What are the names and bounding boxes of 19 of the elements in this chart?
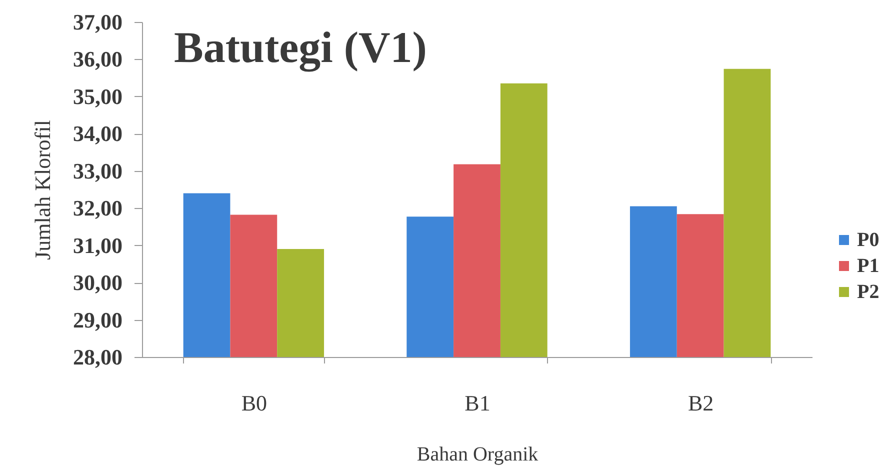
y-tick-label: 30,00 (73, 270, 122, 296)
y-tick-label: 33,00 (73, 158, 122, 184)
legend-label: P2 (857, 281, 880, 303)
y-tick-label: 36,00 (73, 46, 122, 72)
x-tick-label: B2 (688, 390, 714, 416)
y-tick-label: 32,00 (73, 196, 122, 221)
chart-title: Batutegi (V1) (174, 23, 427, 72)
legend-label: P0 (857, 229, 880, 251)
y-tick-label: 37,00 (73, 10, 122, 34)
legend-label: P1 (857, 255, 880, 277)
y-tick-label: 34,00 (73, 121, 122, 146)
y-axis-title: Jumlah Klorofil (30, 120, 55, 260)
y-tick-label: 35,00 (73, 84, 122, 109)
y-tick-label: 28,00 (73, 344, 122, 370)
y-tick-label: 31,00 (73, 232, 122, 258)
x-tick-label: B1 (464, 390, 490, 416)
x-tick-label: B0 (241, 390, 268, 416)
x-axis-title: Bahan Organik (416, 444, 538, 466)
y-tick-label: 29,00 (73, 307, 122, 332)
